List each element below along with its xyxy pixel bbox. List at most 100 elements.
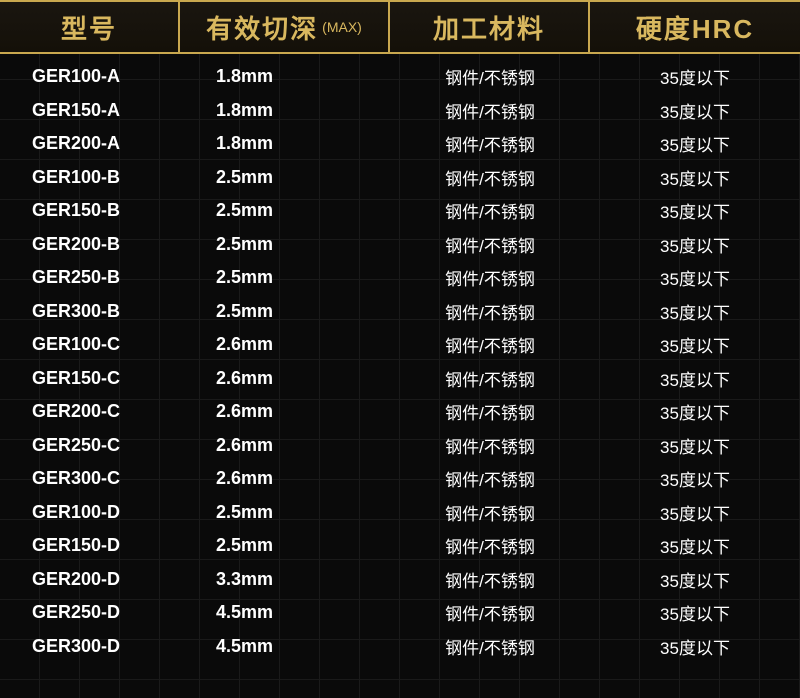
table-cell: 钢件/不锈钢 [390, 399, 590, 424]
table-cell: GER150-C [0, 368, 180, 389]
table-row: GER200-A1.8mm钢件/不锈钢35度以下 [0, 127, 800, 161]
table-cell: 钢件/不锈钢 [390, 634, 590, 659]
header-model: 型号 [0, 2, 180, 52]
table-cell: GER200-A [0, 133, 180, 154]
table-cell: 1.8mm [180, 100, 390, 121]
table-cell: 35度以下 [590, 165, 800, 190]
table-cell: 35度以下 [590, 500, 800, 525]
table-cell: 钢件/不锈钢 [390, 332, 590, 357]
table-cell: 钢件/不锈钢 [390, 131, 590, 156]
table-cell: 钢件/不锈钢 [390, 98, 590, 123]
table-cell: GER100-C [0, 334, 180, 355]
table-cell: 35度以下 [590, 634, 800, 659]
table-cell: 钢件/不锈钢 [390, 500, 590, 525]
header-label: 型号 [61, 9, 117, 46]
table-cell: 钢件/不锈钢 [390, 299, 590, 324]
table-cell: 2.5mm [180, 301, 390, 322]
table-cell: GER250-D [0, 602, 180, 623]
table-cell: 钢件/不锈钢 [390, 366, 590, 391]
table-cell: 35度以下 [590, 98, 800, 123]
table-cell: 2.5mm [180, 267, 390, 288]
table-cell: 1.8mm [180, 133, 390, 154]
table-cell: GER200-D [0, 569, 180, 590]
table-row: GER300-C2.6mm钢件/不锈钢35度以下 [0, 462, 800, 496]
table-cell: 钢件/不锈钢 [390, 232, 590, 257]
table-cell: 2.6mm [180, 368, 390, 389]
table-row: GER150-A1.8mm钢件/不锈钢35度以下 [0, 94, 800, 128]
table-row: GER100-A1.8mm钢件/不锈钢35度以下 [0, 60, 800, 94]
table-cell: 35度以下 [590, 366, 800, 391]
table-cell: GER100-D [0, 502, 180, 523]
table-row: GER300-B2.5mm钢件/不锈钢35度以下 [0, 295, 800, 329]
table-cell: 钢件/不锈钢 [390, 198, 590, 223]
table-row: GER250-C2.6mm钢件/不锈钢35度以下 [0, 429, 800, 463]
table-cell: 35度以下 [590, 600, 800, 625]
table-cell: 钢件/不锈钢 [390, 64, 590, 89]
table-row: GER250-D4.5mm钢件/不锈钢35度以下 [0, 596, 800, 630]
table-cell: GER150-D [0, 535, 180, 556]
table-row: GER300-D4.5mm钢件/不锈钢35度以下 [0, 630, 800, 664]
spec-table: 型号 有效切深 (MAX) 加工材料 硬度HRC GER100-A1.8mm钢件… [0, 0, 800, 698]
table-row: GER200-D3.3mm钢件/不锈钢35度以下 [0, 563, 800, 597]
table-cell: 35度以下 [590, 131, 800, 156]
table-cell: 钢件/不锈钢 [390, 533, 590, 558]
table-cell: 2.6mm [180, 401, 390, 422]
header-cutdepth: 有效切深 (MAX) [180, 2, 390, 52]
table-cell: 3.3mm [180, 569, 390, 590]
table-cell: 2.5mm [180, 167, 390, 188]
table-cell: GER150-B [0, 200, 180, 221]
table-cell: 2.6mm [180, 468, 390, 489]
table-cell: 2.5mm [180, 535, 390, 556]
table-cell: 2.6mm [180, 435, 390, 456]
table-row: GER200-B2.5mm钢件/不锈钢35度以下 [0, 228, 800, 262]
header-label: 有效切深 [206, 9, 318, 46]
table-cell: GER200-C [0, 401, 180, 422]
table-cell: 钢件/不锈钢 [390, 600, 590, 625]
table-cell: 钢件/不锈钢 [390, 466, 590, 491]
table-row: GER150-C2.6mm钢件/不锈钢35度以下 [0, 362, 800, 396]
table-cell: 35度以下 [590, 299, 800, 324]
table-cell: 钢件/不锈钢 [390, 265, 590, 290]
table-cell: GER300-C [0, 468, 180, 489]
table-row: GER150-D2.5mm钢件/不锈钢35度以下 [0, 529, 800, 563]
header-hardness: 硬度HRC [590, 2, 800, 52]
table-cell: 35度以下 [590, 567, 800, 592]
table-cell: 钢件/不锈钢 [390, 165, 590, 190]
table-cell: GER300-D [0, 636, 180, 657]
header-label: 硬度HRC [636, 9, 754, 46]
table-cell: 35度以下 [590, 64, 800, 89]
table-header-row: 型号 有效切深 (MAX) 加工材料 硬度HRC [0, 0, 800, 54]
header-label: 加工材料 [433, 9, 545, 46]
table-cell: GER150-A [0, 100, 180, 121]
header-material: 加工材料 [390, 2, 590, 52]
table-cell: 35度以下 [590, 265, 800, 290]
table-cell: GER200-B [0, 234, 180, 255]
table-cell: 2.5mm [180, 234, 390, 255]
table-cell: 2.5mm [180, 502, 390, 523]
table-cell: 35度以下 [590, 399, 800, 424]
table-cell: 4.5mm [180, 636, 390, 657]
table-cell: 钢件/不锈钢 [390, 433, 590, 458]
table-cell: 35度以下 [590, 533, 800, 558]
table-cell: 1.8mm [180, 66, 390, 87]
table-cell: 钢件/不锈钢 [390, 567, 590, 592]
table-cell: GER250-C [0, 435, 180, 456]
table-cell: 2.5mm [180, 200, 390, 221]
table-cell: GER250-B [0, 267, 180, 288]
table-cell: GER300-B [0, 301, 180, 322]
table-cell: GER100-A [0, 66, 180, 87]
table-cell: 35度以下 [590, 198, 800, 223]
table-row: GER100-D2.5mm钢件/不锈钢35度以下 [0, 496, 800, 530]
table-cell: GER100-B [0, 167, 180, 188]
table-body: GER100-A1.8mm钢件/不锈钢35度以下GER150-A1.8mm钢件/… [0, 54, 800, 663]
table-row: GER100-C2.6mm钢件/不锈钢35度以下 [0, 328, 800, 362]
table-row: GER150-B2.5mm钢件/不锈钢35度以下 [0, 194, 800, 228]
table-cell: 2.6mm [180, 334, 390, 355]
table-cell: 35度以下 [590, 466, 800, 491]
table-row: GER200-C2.6mm钢件/不锈钢35度以下 [0, 395, 800, 429]
table-cell: 35度以下 [590, 433, 800, 458]
table-row: GER250-B2.5mm钢件/不锈钢35度以下 [0, 261, 800, 295]
table-row: GER100-B2.5mm钢件/不锈钢35度以下 [0, 161, 800, 195]
table-cell: 35度以下 [590, 232, 800, 257]
table-cell: 4.5mm [180, 602, 390, 623]
